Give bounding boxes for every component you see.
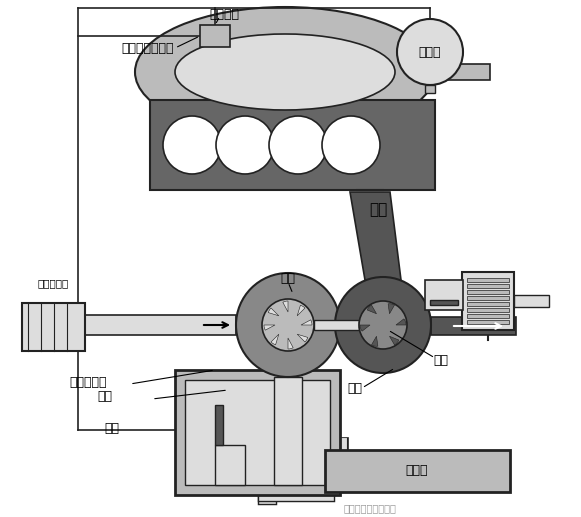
Text: 汽车维修技术与知识: 汽车维修技术与知识 [343, 503, 396, 513]
Circle shape [359, 301, 407, 349]
Bar [425, 280, 463, 310]
Bar [467, 314, 509, 318]
Text: 空气滤清器: 空气滤清器 [37, 278, 69, 288]
Bar [274, 377, 302, 485]
Circle shape [335, 277, 431, 373]
Bar [467, 320, 509, 324]
Ellipse shape [135, 7, 435, 137]
Bar [514, 295, 549, 307]
Wedge shape [264, 325, 275, 330]
Bar [200, 25, 230, 47]
Text: 进气旁通阀: 进气旁通阀 [69, 375, 107, 388]
Bar [462, 272, 514, 330]
Bar [85, 315, 236, 335]
Circle shape [216, 116, 274, 174]
Text: 泵轮: 泵轮 [281, 271, 296, 284]
Wedge shape [360, 325, 370, 331]
Circle shape [163, 116, 221, 174]
Wedge shape [268, 308, 279, 316]
Bar [467, 302, 509, 306]
Bar [431, 317, 516, 335]
Bar [430, 300, 458, 305]
Wedge shape [388, 304, 394, 314]
Wedge shape [283, 301, 288, 312]
Wedge shape [371, 336, 378, 346]
Bar [467, 308, 509, 312]
Text: 膜片: 膜片 [98, 390, 113, 403]
Bar [467, 284, 509, 288]
Text: 弹簧: 弹簧 [105, 421, 120, 434]
Bar [467, 278, 509, 282]
Bar [467, 296, 509, 300]
Text: 真空管路: 真空管路 [209, 8, 239, 21]
Wedge shape [297, 334, 308, 342]
Bar [325, 450, 510, 492]
Bar [430, 64, 490, 80]
Wedge shape [297, 305, 305, 316]
Bar [467, 290, 509, 294]
Text: 排气: 排气 [369, 203, 387, 218]
Polygon shape [350, 192, 401, 280]
Bar [150, 100, 435, 190]
Circle shape [322, 116, 380, 174]
Bar [215, 445, 245, 485]
Wedge shape [301, 320, 312, 325]
Bar [22, 303, 85, 351]
Circle shape [269, 116, 327, 174]
Wedge shape [396, 319, 406, 325]
Wedge shape [367, 305, 376, 314]
Text: 涡轮: 涡轮 [433, 354, 449, 367]
Text: 进气旁通电磁阀: 进气旁通电磁阀 [122, 41, 174, 54]
Text: 真空罐: 真空罐 [419, 45, 441, 58]
Bar [215, 405, 223, 445]
Circle shape [397, 19, 463, 85]
Bar [175, 370, 340, 495]
Wedge shape [288, 338, 293, 349]
Circle shape [236, 273, 340, 377]
Text: 中冷器: 中冷器 [406, 464, 428, 478]
Bar [425, 85, 435, 93]
Circle shape [262, 299, 314, 351]
Wedge shape [271, 334, 279, 345]
Wedge shape [389, 336, 399, 345]
Ellipse shape [175, 34, 395, 110]
Text: 阀门: 阀门 [347, 382, 363, 394]
Bar [314, 320, 359, 330]
Bar [185, 380, 330, 485]
